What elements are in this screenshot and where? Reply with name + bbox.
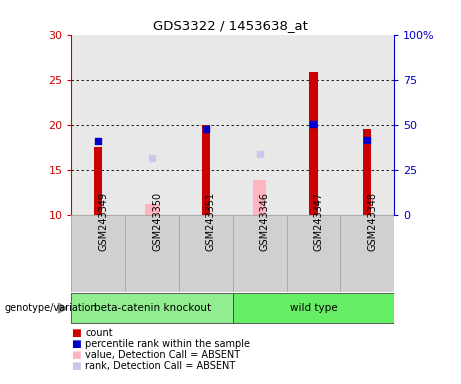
Bar <box>340 215 394 292</box>
Point <box>256 151 263 157</box>
Bar <box>179 215 233 292</box>
Bar <box>145 204 159 215</box>
Bar <box>202 125 210 215</box>
Text: GSM243348: GSM243348 <box>367 192 377 251</box>
Point <box>95 138 102 144</box>
Bar <box>71 215 125 292</box>
Text: GDS3322 / 1453638_at: GDS3322 / 1453638_at <box>153 19 308 32</box>
Text: beta-catenin knockout: beta-catenin knockout <box>94 303 211 313</box>
Text: ■: ■ <box>71 361 81 371</box>
Text: GSM243349: GSM243349 <box>98 192 108 251</box>
Bar <box>125 215 179 292</box>
Bar <box>253 180 266 215</box>
Text: genotype/variation: genotype/variation <box>5 303 97 313</box>
Point <box>310 121 317 127</box>
Point <box>148 155 156 161</box>
Point <box>364 137 371 143</box>
Bar <box>363 129 371 215</box>
Text: rank, Detection Call = ABSENT: rank, Detection Call = ABSENT <box>85 361 236 371</box>
Text: ■: ■ <box>71 328 81 338</box>
Text: GSM243347: GSM243347 <box>313 192 324 251</box>
Text: percentile rank within the sample: percentile rank within the sample <box>85 339 250 349</box>
Text: ■: ■ <box>71 339 81 349</box>
Bar <box>309 73 318 215</box>
Text: wild type: wild type <box>290 303 337 313</box>
Text: GSM243351: GSM243351 <box>206 192 216 251</box>
Text: GSM243346: GSM243346 <box>260 192 270 251</box>
Bar <box>71 293 233 323</box>
Bar <box>95 147 102 215</box>
Text: GSM243350: GSM243350 <box>152 192 162 251</box>
Bar <box>287 215 340 292</box>
Text: ■: ■ <box>71 350 81 360</box>
Polygon shape <box>59 303 67 313</box>
Text: count: count <box>85 328 113 338</box>
Text: value, Detection Call = ABSENT: value, Detection Call = ABSENT <box>85 350 240 360</box>
Bar <box>233 293 394 323</box>
Point <box>202 126 210 132</box>
Bar <box>233 215 287 292</box>
